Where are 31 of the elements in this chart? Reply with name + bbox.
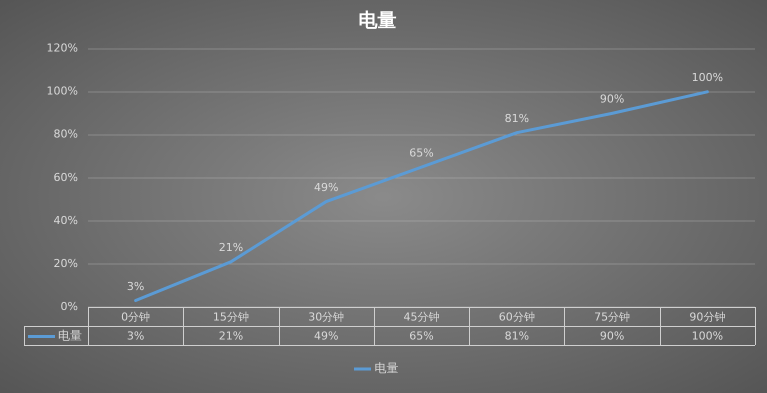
y-tick-label: 60% [54,170,78,184]
data-label: 90% [600,329,624,342]
x-tick-label: 60分钟 [498,310,535,324]
data-label: 21% [218,329,244,342]
y-tick-label: 0% [60,300,78,313]
chart-title: 电量 [358,9,396,32]
data-label: 81% [504,329,530,342]
data-label: 65% [409,329,434,342]
x-tick-label: 15分钟 [212,310,249,324]
x-tick-label: 75分钟 [594,310,630,324]
x-tick-label: 0分钟 [121,310,150,324]
x-tick-label: 45分钟 [404,310,440,324]
data-label: 100% [692,329,724,342]
text: 90% [600,92,624,106]
text: 81% [504,112,530,126]
text: 21% [218,241,244,254]
text: 100% [692,71,724,84]
y-tick-label: 20% [54,256,78,270]
y-tick-label: 80% [54,128,78,141]
data-label: 49% [314,329,338,342]
y-tick-label: 100% [46,84,78,98]
legend-label: 电量 [58,328,82,343]
text: 49% [314,180,338,194]
y-tick-label: 40% [54,214,78,227]
y-tick-label: 120% [46,42,78,55]
x-tick-label: 30分钟 [308,310,344,324]
x-tick-label: 90分钟 [689,310,726,324]
text: 65% [409,146,434,160]
text: 电量 [374,361,398,376]
text: 3% [126,280,144,293]
data-label: 3% [126,329,144,342]
